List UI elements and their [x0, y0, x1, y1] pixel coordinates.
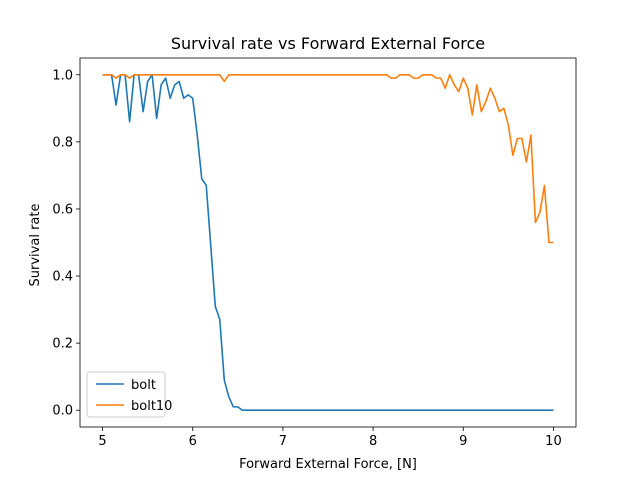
x-axis-label: Forward External Force, [N]: [239, 457, 417, 472]
series-line-bolt10: [102, 73, 554, 244]
legend-label-bolt: bolt: [131, 378, 156, 393]
y-tick-label: 0.8: [52, 135, 73, 150]
y-tick-label: 0.0: [52, 404, 73, 419]
x-tick-label: 9: [459, 434, 467, 449]
chart-title: Survival rate vs Forward External Force: [171, 34, 485, 53]
y-tick-label: 0.4: [52, 270, 73, 285]
series-line-bolt: [102, 73, 554, 412]
y-tick-label: 1.0: [52, 68, 73, 83]
legend: bolt bolt10: [86, 371, 172, 418]
y-tick-label: 0.6: [52, 202, 73, 217]
legend-label-bolt10: bolt10: [131, 399, 172, 414]
x-tick-label: 10: [545, 434, 562, 449]
y-axis-label: Survival rate: [28, 204, 43, 287]
x-tick-label: 6: [189, 434, 197, 449]
plot-area: 5 6 7 8 9 10 0.0 0.2 0.4 0.6 0.8 1.0: [52, 57, 577, 449]
x-tick-label: 7: [279, 434, 287, 449]
axes-frame: [79, 57, 577, 428]
x-tick-label: 8: [369, 434, 377, 449]
x-axis-ticks: 5 6 7 8 9 10: [98, 427, 562, 449]
series-layer: [102, 73, 554, 412]
x-tick-label: 5: [98, 434, 106, 449]
y-tick-label: 0.2: [52, 337, 73, 352]
y-axis-ticks: 0.0 0.2 0.4 0.6 0.8 1.0: [52, 68, 80, 419]
